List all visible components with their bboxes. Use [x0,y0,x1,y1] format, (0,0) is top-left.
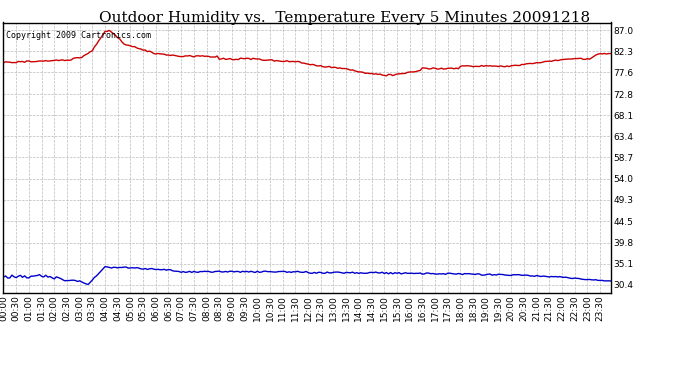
Text: Copyright 2009 Cartronics.com: Copyright 2009 Cartronics.com [6,31,152,40]
Text: Outdoor Humidity vs.  Temperature Every 5 Minutes 20091218: Outdoor Humidity vs. Temperature Every 5… [99,11,591,25]
